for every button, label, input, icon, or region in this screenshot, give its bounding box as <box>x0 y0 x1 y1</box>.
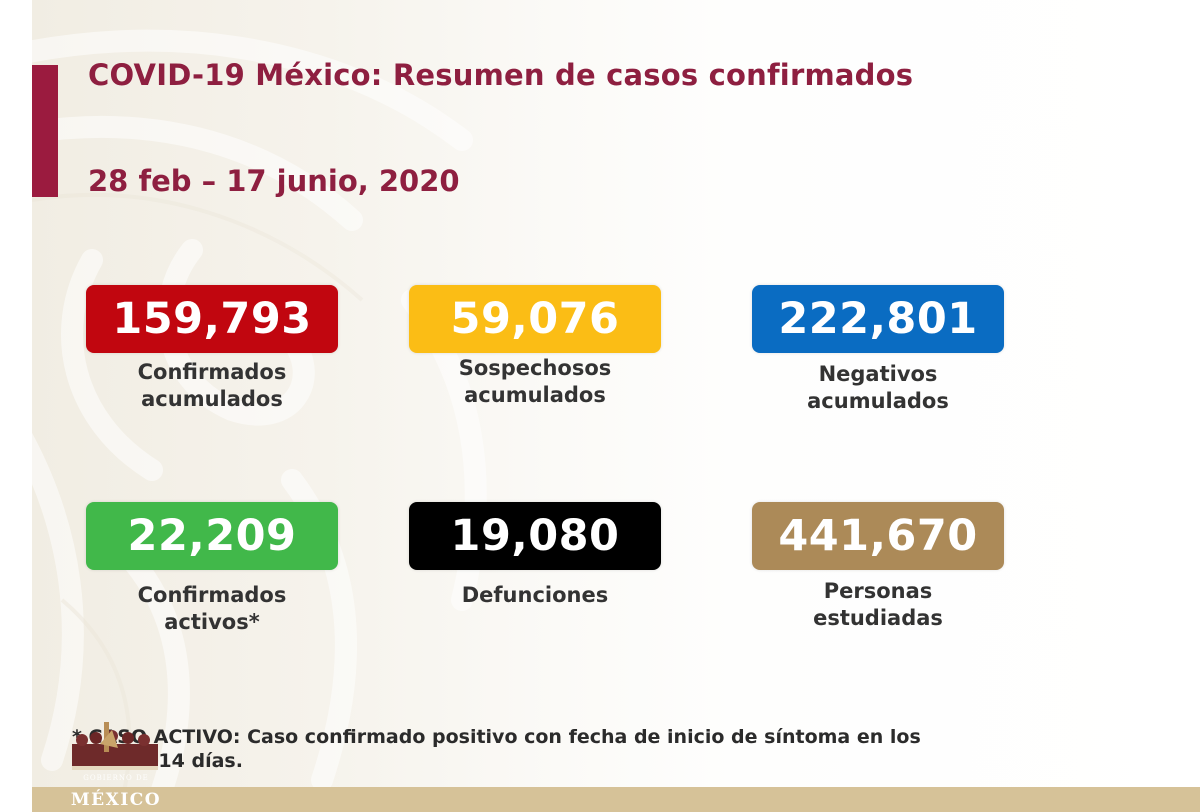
stat-value-box: 222,801 <box>752 285 1004 353</box>
stat-value-box: 441,670 <box>752 502 1004 570</box>
footer-band <box>32 787 1200 812</box>
historic-figures-icon <box>72 722 158 770</box>
gobierno-de-mexico-logo: GOBIERNO DE MÉXICO <box>68 722 164 812</box>
stat-label: Personas estudiadas <box>752 578 1004 632</box>
stat-label-line1: Negativos <box>818 362 938 386</box>
stat-label-line1: Sospechosos <box>458 356 612 380</box>
stat-label: Defunciones <box>409 582 661 609</box>
stat-sospechosos-acumulados: 59,076 Sospechosos acumulados <box>409 285 661 409</box>
stat-label-line2: acumulados <box>141 387 283 411</box>
stat-personas-estudiadas: 441,670 Personas estudiadas <box>752 502 1004 632</box>
stat-negativos-acumulados: 222,801 Negativos acumulados <box>752 285 1004 415</box>
stat-label: Confirmados acumulados <box>86 359 338 413</box>
stat-label-line2: activos* <box>164 610 260 634</box>
page-title: COVID-19 México: Resumen de casos confir… <box>88 58 914 92</box>
logo-top-text: GOBIERNO DE <box>83 774 149 782</box>
stat-label-line1: Personas <box>823 579 933 603</box>
title-accent-bar <box>32 65 58 197</box>
footnote-line2: últimos 14 días. <box>72 750 243 772</box>
stat-value-box: 19,080 <box>409 502 661 570</box>
stat-label-line1: Defunciones <box>461 583 609 607</box>
stat-value-box: 22,209 <box>86 502 338 570</box>
stat-label-line1: Confirmados <box>137 583 287 607</box>
stat-value-box: 59,076 <box>409 285 661 353</box>
stat-label-line2: estudiadas <box>813 606 943 630</box>
date-range: 28 feb – 17 junio, 2020 <box>88 164 460 198</box>
stat-confirmados-acumulados: 159,793 Confirmados acumulados <box>86 285 338 413</box>
footnote-caso-activo: * CASO ACTIVO: Caso confirmado positivo … <box>72 725 972 773</box>
stat-label-line1: Confirmados <box>137 360 287 384</box>
stat-label-line2: acumulados <box>464 383 606 407</box>
stat-value-box: 159,793 <box>86 285 338 353</box>
stat-label: Negativos acumulados <box>752 361 1004 415</box>
stat-label-line2: acumulados <box>807 389 949 413</box>
stat-defunciones: 19,080 Defunciones <box>409 502 661 609</box>
stat-label: Confirmados activos* <box>86 582 338 636</box>
footnote-line1: * CASO ACTIVO: Caso confirmado positivo … <box>72 726 921 748</box>
slide-background <box>32 0 1200 812</box>
logo-bottom-text: MÉXICO <box>70 790 162 810</box>
stat-confirmados-activos: 22,209 Confirmados activos* <box>86 502 338 636</box>
stat-label: Sospechosos acumulados <box>409 355 661 409</box>
